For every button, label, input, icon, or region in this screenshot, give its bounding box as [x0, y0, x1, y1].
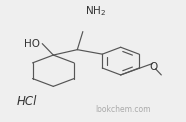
Text: lookchem.com: lookchem.com: [96, 105, 151, 114]
Text: NH$_2$: NH$_2$: [85, 5, 106, 18]
Text: O: O: [149, 61, 158, 71]
Text: HCl: HCl: [16, 95, 37, 108]
Text: HO: HO: [24, 39, 40, 49]
